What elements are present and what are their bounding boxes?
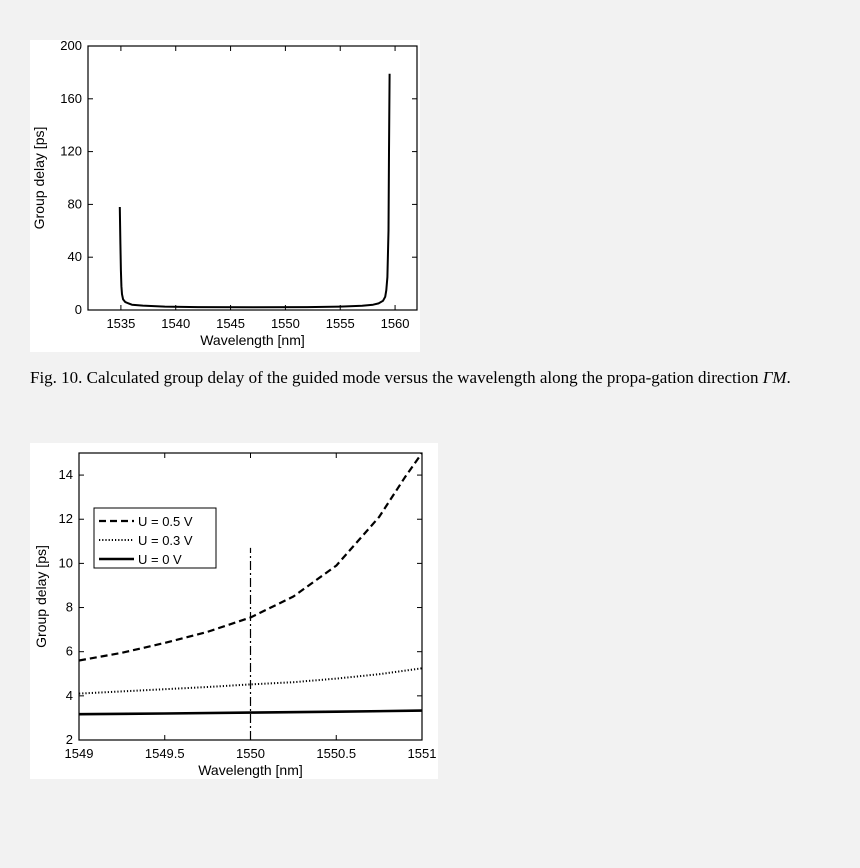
y-tick-label: 8 xyxy=(66,600,73,615)
x-axis-label: Wavelength [nm] xyxy=(198,762,303,778)
y-tick-label: 14 xyxy=(59,467,73,482)
series-line-1 xyxy=(79,453,422,662)
legend-label-3: U = 0 V xyxy=(138,552,182,567)
y-axis-label: Group delay [ps] xyxy=(31,127,47,230)
y-tick-label: 2 xyxy=(66,732,73,747)
y-tick-label: 6 xyxy=(66,644,73,659)
x-tick-label: 1535 xyxy=(106,316,135,331)
x-tick-label: 1555 xyxy=(326,316,355,331)
y-tick-label: 10 xyxy=(59,555,73,570)
x-tick-label: 1551 xyxy=(408,746,437,761)
x-tick-label: 1550.5 xyxy=(316,746,356,761)
group-delay-chart-1: 1535 1540 1545 1550 1555 1560 0 40 80 120 160 200 Wa… xyxy=(31,38,418,348)
y-tick-label: 120 xyxy=(60,144,82,159)
y-tick-label: 80 xyxy=(68,196,82,211)
x-tick-label: 1545 xyxy=(216,316,245,331)
y-tick-label: 200 xyxy=(60,40,82,53)
x-tick-label: 1549.5 xyxy=(145,746,185,761)
y-axis-label: Group delay [ps] xyxy=(33,545,49,648)
plot-area-frame xyxy=(87,45,418,311)
caption-text: Fig. 10. Calculated group delay of the g… xyxy=(30,368,763,387)
figure-caption: Fig. 10. Calculated group delay of the g… xyxy=(30,367,830,389)
group-delay-chart-2: 1549 1549.5 1550 1550.5 1551 2 4 6 8 10 12 14 Wavele… xyxy=(33,452,437,778)
legend-label-2: U = 0.3 V xyxy=(138,533,193,548)
y-tick-label: 40 xyxy=(68,249,82,264)
chart-legend: U = 0.5 V U = 0.3 V U = 0 V xyxy=(93,507,217,569)
x-tick-label: 1550 xyxy=(236,746,265,761)
chart-1-panel: 1535 1540 1545 1550 1555 1560 0 40 80 120 160 200 Wa… xyxy=(30,38,420,352)
series-line-1 xyxy=(118,73,391,309)
x-tick-label: 1549 xyxy=(65,746,94,761)
legend-label-1: U = 0.5 V xyxy=(138,514,193,529)
y-tick-label: 160 xyxy=(60,91,82,106)
y-tick-label: 0 xyxy=(75,302,82,317)
x-tick-label: 1560 xyxy=(381,316,410,331)
y-tick-label: 12 xyxy=(59,511,73,526)
x-tick-label: 1540 xyxy=(161,316,190,331)
y-tick-label: 4 xyxy=(66,688,73,703)
chart-2-panel: 1549 1549.5 1550 1550.5 1551 2 4 6 8 10 12 14 Wavele… xyxy=(30,443,438,779)
caption-end: . xyxy=(786,368,791,387)
series-line-3 xyxy=(79,709,422,716)
x-axis-label: Wavelength [nm] xyxy=(200,332,305,348)
caption-symbol: ΓM xyxy=(762,368,787,387)
x-tick-label: 1550 xyxy=(271,316,300,331)
